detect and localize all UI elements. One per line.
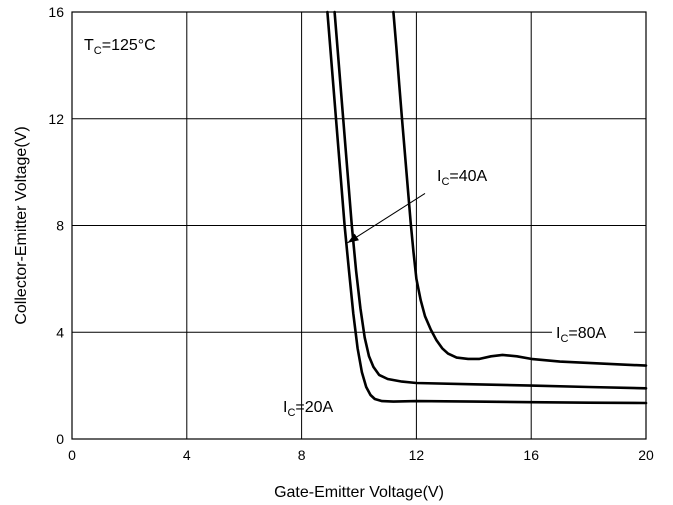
x-tick-label: 20 [638, 447, 654, 463]
temperature-condition-label: TC=125°C [84, 37, 156, 57]
series-label-80a-background [552, 322, 634, 344]
y-tick-label: 8 [56, 218, 64, 234]
y-tick-label: 4 [56, 324, 64, 340]
series-label-20a-value: =20A [295, 399, 333, 416]
x-tick-label: 16 [523, 447, 539, 463]
temperature-subscript: C [94, 45, 102, 57]
temperature-value: =125°C [102, 37, 156, 54]
series-label-80a-main: I [556, 325, 560, 342]
series-label-80a-value: =80A [568, 325, 606, 342]
plot-frame [71, 11, 647, 440]
y-axis-title: Collector-Emitter Voltage(V) [13, 126, 30, 324]
series-label-20a-main: I [283, 399, 287, 416]
series-line-ic=40a [333, 10, 648, 390]
x-tick-label: 8 [298, 447, 306, 463]
series-label-20a: IC=20A [283, 399, 334, 419]
x-tick-label: 12 [409, 447, 425, 463]
temperature-symbol: T [84, 37, 94, 54]
series-line-ic=80a [392, 10, 648, 367]
series-label-40a-value: =40A [449, 168, 487, 185]
arrow-layer [347, 193, 426, 244]
x-tick-label: 4 [183, 447, 191, 463]
series-label-40a: IC=40A [437, 168, 488, 188]
tick-labels: 0 4 8 12 16 20 0 4 8 12 16 [48, 4, 654, 463]
series-label-40a-main: I [437, 168, 441, 185]
grid-lines [72, 12, 646, 439]
series-label-80a: IC=80A [556, 325, 607, 345]
y-tick-label: 0 [56, 431, 64, 447]
series-layer [326, 10, 648, 405]
y-tick-label: 12 [48, 111, 64, 127]
x-tick-label: 0 [68, 447, 76, 463]
y-tick-label: 16 [48, 4, 64, 20]
annotation-arrow-line [347, 193, 426, 244]
series-label-40a-sub: C [441, 176, 449, 188]
series-label-80a-sub: C [560, 333, 568, 345]
series-label-20a-sub: C [287, 407, 295, 419]
annotation-arrow-head [347, 233, 359, 243]
x-axis-title: Gate-Emitter Voltage(V) [274, 484, 444, 501]
series-line-ic=20a [326, 10, 648, 405]
